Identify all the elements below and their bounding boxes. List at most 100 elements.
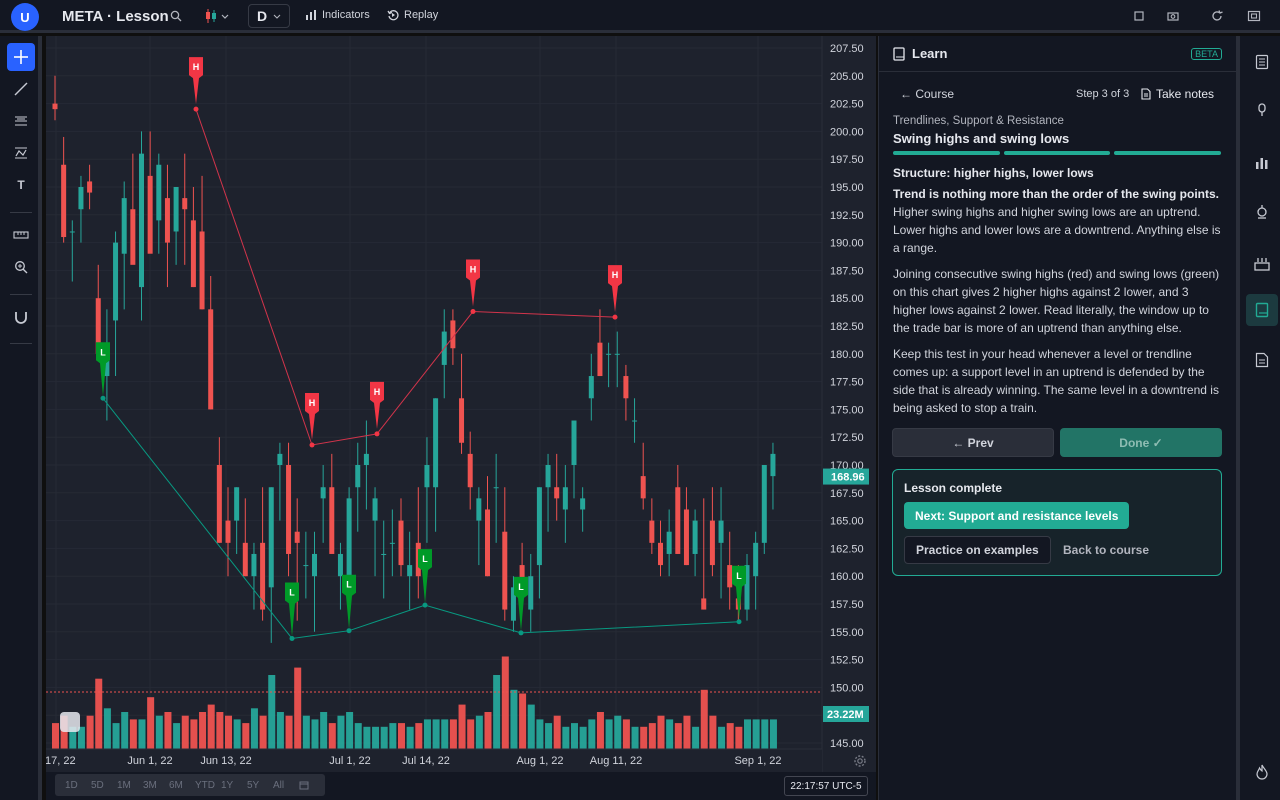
chart-settings-button[interactable] — [849, 750, 871, 772]
range-3m[interactable]: 3M — [143, 779, 157, 791]
refresh-icon[interactable] — [1210, 9, 1224, 23]
swing-high-point — [374, 431, 380, 437]
watchlist-button[interactable] — [1246, 46, 1278, 78]
volume-bar — [553, 715, 561, 749]
candle-body — [519, 565, 525, 588]
candle-body — [389, 542, 395, 544]
streams-button[interactable] — [1246, 756, 1278, 788]
chart-canvas[interactable]: H H H H H L L L L L L 207.50 205.00 202.50 200.00 197.5… — [46, 36, 876, 772]
date-tick-label: Jul 14, 22 — [402, 755, 450, 767]
notes-button[interactable] — [1246, 344, 1278, 376]
time-axis — [46, 749, 822, 772]
volume-bar — [216, 712, 224, 749]
symbol-title[interactable]: META · Lesson — [62, 8, 169, 25]
back-to-course-link[interactable]: Back to course — [1063, 543, 1150, 557]
swing-low-label: L — [346, 580, 352, 590]
volume-bar — [250, 708, 258, 749]
data-window-button[interactable] — [1246, 146, 1278, 178]
zoom-tool[interactable] — [7, 253, 35, 281]
lesson-progress — [893, 151, 1222, 155]
next-lesson-button[interactable]: Next: Support and resistance levels — [904, 502, 1130, 529]
measure-tool[interactable] — [7, 221, 35, 249]
swing-high-point — [309, 442, 315, 448]
lesson-emphasis: Trend is nothing more than the order of … — [893, 187, 1220, 201]
snapshot-icon[interactable] — [1166, 9, 1180, 23]
price-tick-label: 167.50 — [830, 488, 864, 500]
watchlist-icon — [1255, 54, 1269, 70]
calendar-button[interactable] — [1246, 248, 1278, 280]
done-button[interactable]: Done ✓ — [1060, 428, 1222, 457]
indicators-label: Indicators — [322, 9, 370, 21]
hotlist-button[interactable] — [1246, 196, 1278, 228]
gear-icon — [854, 755, 866, 767]
volume-bar — [674, 723, 682, 749]
candle-body — [770, 453, 776, 477]
range-ytd[interactable]: YTD — [195, 779, 215, 791]
swing-low-point — [100, 395, 106, 401]
pattern-tool[interactable] — [7, 139, 35, 167]
candle-body — [286, 465, 292, 554]
price-chart[interactable]: H H H H H L L L L L L 207.50 205.00 202.50 200.00 197.5… — [46, 36, 876, 772]
candle-body — [95, 298, 101, 354]
layout-icon[interactable] — [1247, 9, 1261, 23]
candle-body — [597, 342, 603, 377]
fullscreen-icon[interactable] — [1132, 9, 1146, 23]
date-tick-label: Aug 11, 22 — [590, 755, 642, 767]
candle-body — [355, 465, 361, 488]
volume-bar — [173, 723, 181, 749]
date-tick-label: Sep 1, 22 — [734, 755, 781, 767]
range-1d[interactable]: 1D — [65, 779, 78, 791]
candle-body — [485, 509, 490, 577]
candle-body — [562, 487, 568, 510]
bar-chart-icon — [1256, 158, 1268, 169]
crosshair-tool[interactable] — [7, 43, 35, 71]
interval-selector[interactable]: D — [248, 4, 290, 28]
trendline-tool[interactable] — [7, 75, 35, 103]
drawing-toolbar: T — [0, 36, 42, 800]
range-5y[interactable]: 5Y — [247, 779, 260, 791]
swing-high-pin — [189, 57, 203, 105]
text-tool[interactable]: T — [7, 171, 35, 199]
swing-low-pin — [418, 549, 432, 604]
fib-tool[interactable] — [7, 107, 35, 135]
book-icon — [1255, 302, 1269, 318]
search-icon[interactable] — [170, 10, 182, 22]
document-icon — [1255, 352, 1269, 368]
prev-button[interactable]: ← Prev — [892, 428, 1054, 457]
range-6m[interactable]: 6M — [169, 779, 183, 791]
volume-bar — [596, 712, 604, 749]
range-1y[interactable]: 1Y — [221, 779, 234, 791]
course-link[interactable]: ← Course — [900, 87, 955, 101]
price-tick-label: 195.00 — [830, 182, 864, 194]
logo-mark — [60, 712, 80, 732]
date-range-icon[interactable] — [299, 780, 309, 790]
magnet-tool[interactable] — [7, 303, 35, 331]
volume-bar — [259, 715, 267, 749]
swing-high-label: H — [374, 387, 381, 397]
alerts-button[interactable] — [1246, 94, 1278, 126]
price-tick-label: 157.50 — [830, 599, 864, 611]
range-5d[interactable]: 5D — [91, 779, 104, 791]
replay-button[interactable]: Replay — [387, 9, 438, 21]
candle-body — [173, 187, 179, 232]
range-all[interactable]: All — [273, 779, 285, 791]
chart-type-candles-icon[interactable] — [205, 9, 231, 23]
practice-button[interactable]: Practice on examples — [904, 536, 1051, 564]
swing-low-point — [736, 619, 742, 625]
date-tick-label: Jun 13, 22 — [200, 755, 251, 767]
toolbar-divider — [10, 343, 32, 344]
volume-bar — [138, 719, 146, 749]
volume-bar — [562, 726, 570, 749]
learn-panel: Learn BETA ← Course Step 3 of 3 Take not… — [878, 36, 1237, 800]
indicators-button[interactable]: Indicators — [305, 9, 370, 21]
learn-button[interactable] — [1246, 294, 1278, 326]
volume-bar — [769, 719, 777, 749]
volume-bar — [112, 723, 120, 749]
candle-body — [727, 565, 733, 588]
user-avatar[interactable]: U — [11, 3, 39, 31]
take-notes-button[interactable]: Take notes — [1141, 87, 1214, 101]
range-1m[interactable]: 1M — [117, 779, 131, 791]
volume-bar — [302, 715, 310, 749]
volume-bar — [398, 723, 405, 749]
swing-high-label: H — [193, 62, 200, 72]
